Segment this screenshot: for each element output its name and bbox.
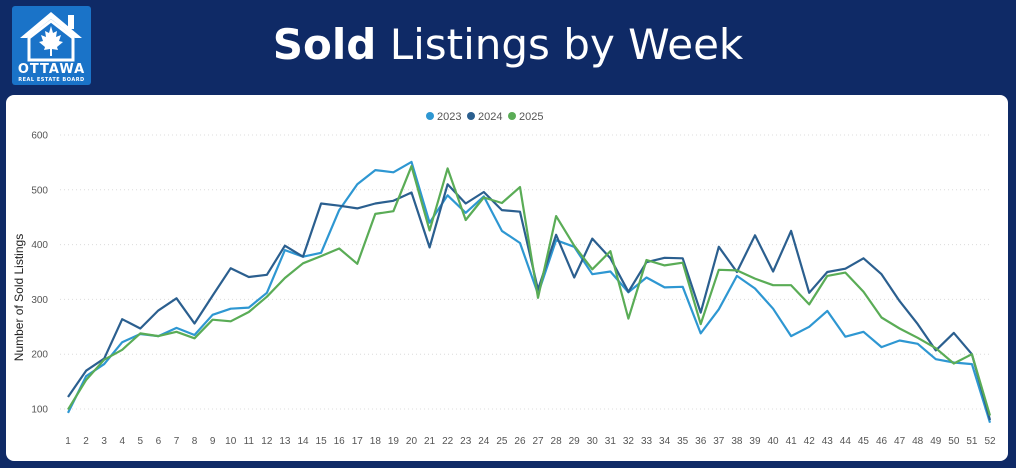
x-tick-label: 26 — [514, 436, 526, 447]
y-tick-label: 400 — [31, 240, 48, 251]
x-tick-label: 45 — [858, 436, 870, 447]
x-tick-label: 18 — [370, 436, 382, 447]
legend-marker-2025 — [508, 112, 516, 120]
x-tick-label: 48 — [912, 436, 924, 447]
y-tick-label: 200 — [31, 350, 48, 361]
legend-label-2025: 2025 — [519, 111, 543, 123]
x-tick-label: 10 — [225, 436, 237, 447]
x-tick-label: 33 — [641, 436, 653, 447]
x-tick-label: 34 — [659, 436, 671, 447]
x-tick-label: 20 — [406, 436, 418, 447]
legend-label-2023: 2023 — [437, 111, 461, 123]
series-line-2025 — [67, 165, 992, 416]
series-lines — [67, 160, 992, 424]
x-tick-label: 29 — [569, 436, 581, 447]
x-tick-label: 11 — [244, 436, 255, 447]
y-tick-label: 100 — [31, 405, 48, 416]
x-tick-label: 44 — [840, 436, 852, 447]
x-tick-label: 4 — [119, 436, 125, 447]
x-tick-label: 43 — [822, 436, 834, 447]
x-tick-label: 50 — [948, 436, 960, 447]
series-line-2023 — [67, 160, 992, 424]
x-tick-label: 16 — [334, 436, 346, 447]
legend-marker-2023 — [426, 112, 434, 120]
ottawa-real-estate-board-logo: OTTAWA REAL ESTATE BOARD — [12, 6, 91, 85]
x-tick-label: 46 — [876, 436, 888, 447]
x-tick-label: 3 — [101, 436, 107, 447]
x-tick-label: 47 — [894, 436, 906, 447]
x-tick-label: 25 — [496, 436, 508, 447]
y-tick-label: 600 — [31, 131, 48, 142]
title-rest: Listings by Week — [376, 20, 744, 69]
x-tick-label: 39 — [749, 436, 761, 447]
x-tick-label: 49 — [930, 436, 942, 447]
x-tick-label: 31 — [605, 436, 617, 447]
x-tick-label: 12 — [261, 436, 273, 447]
legend-marker-2024 — [467, 112, 475, 120]
y-tick-label: 500 — [31, 185, 48, 196]
title-bold: Sold — [272, 20, 377, 69]
x-tick-label: 42 — [804, 436, 816, 447]
y-axis-label: Number of Sold Listings — [12, 234, 26, 361]
x-tick-label: 30 — [587, 436, 599, 447]
x-tick-label: 5 — [138, 436, 144, 447]
y-axis-ticks: 100 200 300 400 500 600 — [31, 131, 48, 416]
legend: 2023 2024 2025 — [426, 111, 543, 123]
x-tick-label: 23 — [460, 436, 472, 447]
legend-label-2024: 2024 — [478, 111, 502, 123]
x-tick-label: 35 — [677, 436, 689, 447]
x-tick-label: 19 — [388, 436, 400, 447]
x-tick-label: 52 — [984, 436, 996, 447]
x-tick-label: 1 — [65, 436, 71, 447]
x-tick-label: 8 — [192, 436, 198, 447]
x-tick-label: 6 — [156, 436, 162, 447]
x-tick-label: 51 — [966, 436, 978, 447]
logo-subtext: REAL ESTATE BOARD — [18, 77, 85, 83]
x-tick-label: 28 — [551, 436, 563, 447]
page-title: Sold Listings by Week — [0, 20, 1016, 69]
x-tick-label: 40 — [767, 436, 779, 447]
y-tick-label: 300 — [31, 295, 48, 306]
x-tick-label: 37 — [713, 436, 725, 447]
x-tick-label: 14 — [297, 436, 309, 447]
x-tick-label: 7 — [174, 436, 180, 447]
x-tick-label: 38 — [731, 436, 743, 447]
x-tick-label: 22 — [442, 436, 454, 447]
x-tick-label: 27 — [532, 436, 544, 447]
gridlines — [60, 134, 990, 410]
x-tick-label: 21 — [424, 436, 436, 447]
x-tick-label: 13 — [279, 436, 291, 447]
x-tick-label: 41 — [786, 436, 798, 447]
x-tick-label: 15 — [316, 436, 328, 447]
chart-card: 100 200 300 400 500 600 1 2 3 4 5 6 7 8 9 10 11 12 13 14 15… — [6, 95, 1008, 461]
x-tick-label: 2 — [83, 436, 89, 447]
x-tick-label: 9 — [210, 436, 216, 447]
logo-wordmark: OTTAWA — [17, 62, 86, 77]
series-line-2024 — [67, 183, 992, 421]
x-tick-label: 36 — [695, 436, 707, 447]
x-tick-label: 17 — [352, 436, 364, 447]
x-tick-label: 32 — [623, 436, 635, 447]
house-maple-leaf-icon — [20, 12, 82, 62]
x-tick-label: 24 — [478, 436, 490, 447]
x-axis-ticks: 1 2 3 4 5 6 7 8 9 10 11 12 13 14 15 16 17 18 19 20 21 22 23 24 2… — [65, 436, 996, 447]
